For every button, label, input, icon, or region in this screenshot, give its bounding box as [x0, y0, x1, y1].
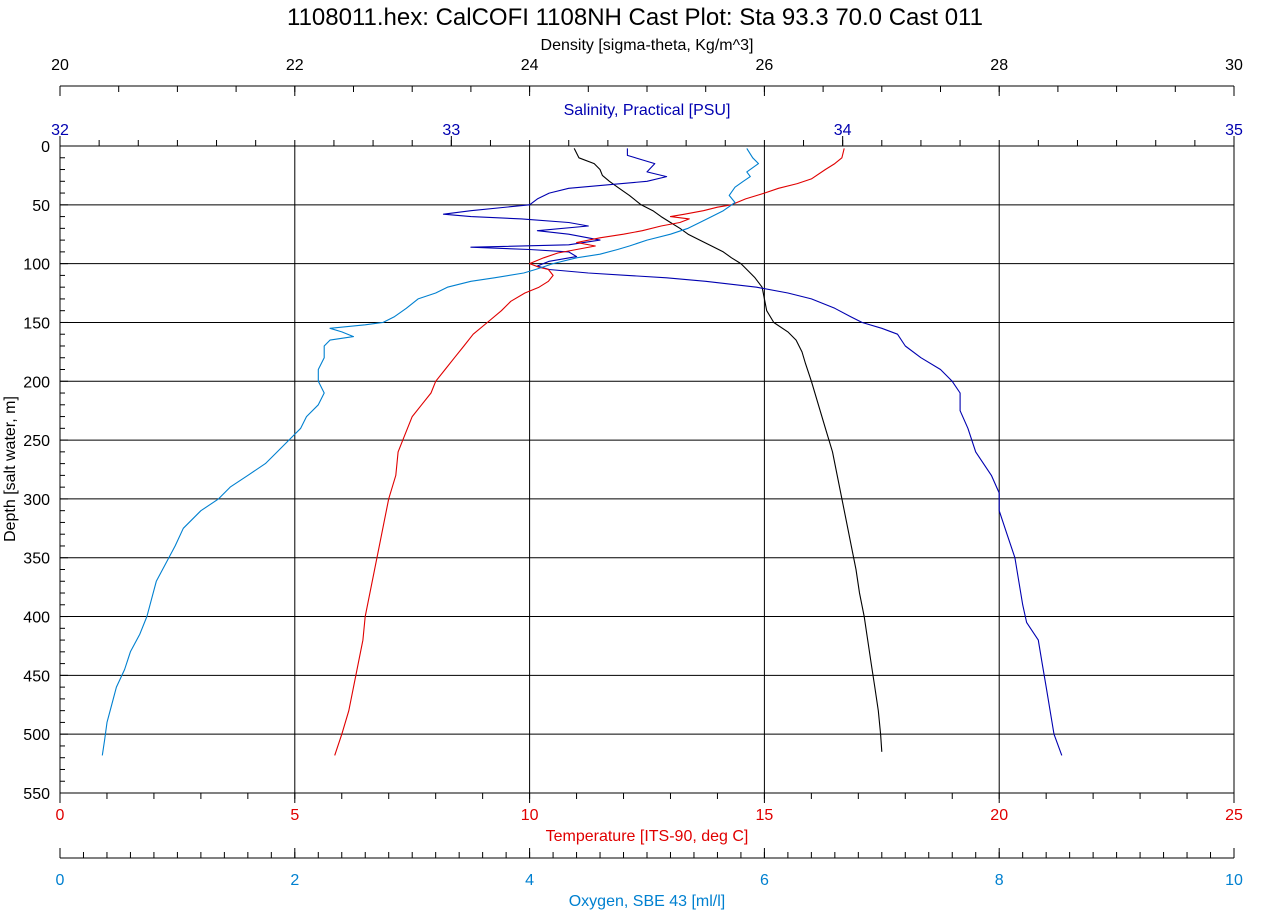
- oxygen-tick-label: 2: [290, 872, 299, 889]
- depth-tick-label: 150: [23, 315, 50, 332]
- oxygen-axis-title: Oxygen, SBE 43 [ml/l]: [569, 893, 726, 910]
- temperature-ticks: 0 5 10 15 20 25: [56, 793, 1243, 824]
- depth-tick-label: 200: [23, 374, 50, 391]
- temperature-tick-label: 5: [290, 807, 299, 824]
- oxygen-tick-label: 10: [1225, 872, 1243, 889]
- density-axis-title: Density [sigma-theta, Kg/m^3]: [541, 37, 754, 54]
- temperature-profile-line: [334, 148, 845, 756]
- density-tick-label: 20: [51, 57, 69, 74]
- plot-area: [59, 145, 1235, 794]
- depth-tick-label: 0: [41, 139, 50, 156]
- depth-ticks: 0 50 100 150 200 250 300 350 400 450 500 550: [23, 139, 68, 803]
- density-tick-label: 22: [286, 57, 304, 74]
- oxygen-tick-label: 6: [760, 872, 769, 889]
- depth-tick-label: 250: [23, 433, 50, 450]
- salinity-tick-label: 32: [51, 122, 69, 139]
- temperature-tick-label: 20: [990, 807, 1008, 824]
- depth-tick-label: 350: [23, 551, 50, 568]
- depth-axis: 0 50 100 150 200 250 300 350 400 450 500 550 Depth …: [2, 139, 68, 803]
- salinity-tick-label: 34: [834, 122, 852, 139]
- density-ticks: 20 22 24 26 28 30: [51, 57, 1243, 96]
- oxygen-tick-label: 8: [995, 872, 1004, 889]
- depth-tick-label: 550: [23, 786, 50, 803]
- plot-frame: [59, 145, 1235, 794]
- depth-axis-title: Depth [salt water, m]: [2, 396, 19, 542]
- oxygen-tick-label: 4: [525, 872, 534, 889]
- temperature-tick-label: 10: [521, 807, 539, 824]
- density-tick-label: 30: [1225, 57, 1243, 74]
- depth-tick-label: 100: [23, 257, 50, 274]
- depth-tick-label: 500: [23, 727, 50, 744]
- oxygen-tick-label: 0: [56, 872, 65, 889]
- temperature-tick-label: 15: [756, 807, 774, 824]
- salinity-ticks: 32 33 34 35: [51, 122, 1243, 146]
- oxygen-profile-line: [101, 148, 760, 756]
- series-lines: [101, 148, 1063, 756]
- salinity-axis-title: Salinity, Practical [PSU]: [564, 102, 731, 119]
- temperature-axis-title: Temperature [ITS-90, deg C]: [546, 828, 749, 845]
- temperature-tick-label: 25: [1225, 807, 1243, 824]
- salinity-profile-line: [442, 148, 1063, 756]
- gridlines: [59, 145, 1235, 794]
- temperature-tick-label: 0: [56, 807, 65, 824]
- density-tick-label: 26: [756, 57, 774, 74]
- density-tick-label: 28: [990, 57, 1008, 74]
- salinity-tick-label: 35: [1225, 122, 1243, 139]
- oxygen-ticks: 0 2 4 6 8 10: [56, 848, 1243, 889]
- depth-tick-label: 450: [23, 668, 50, 685]
- chart-title: 1108011.hex: CalCOFI 1108NH Cast Plot: S…: [287, 4, 983, 31]
- depth-tick-label: 300: [23, 492, 50, 509]
- bottom-axes: 0 5 10 15 20 25 Temperature [ITS-90, deg C] 0…: [56, 793, 1243, 910]
- depth-tick-label: 400: [23, 610, 50, 627]
- salinity-tick-label: 33: [442, 122, 460, 139]
- density-profile-line: [573, 148, 883, 752]
- top-axes: Density [sigma-theta, Kg/m^3] 20 22 24 26 28…: [51, 37, 1243, 146]
- density-tick-label: 24: [521, 57, 539, 74]
- depth-tick-label: 50: [32, 198, 50, 215]
